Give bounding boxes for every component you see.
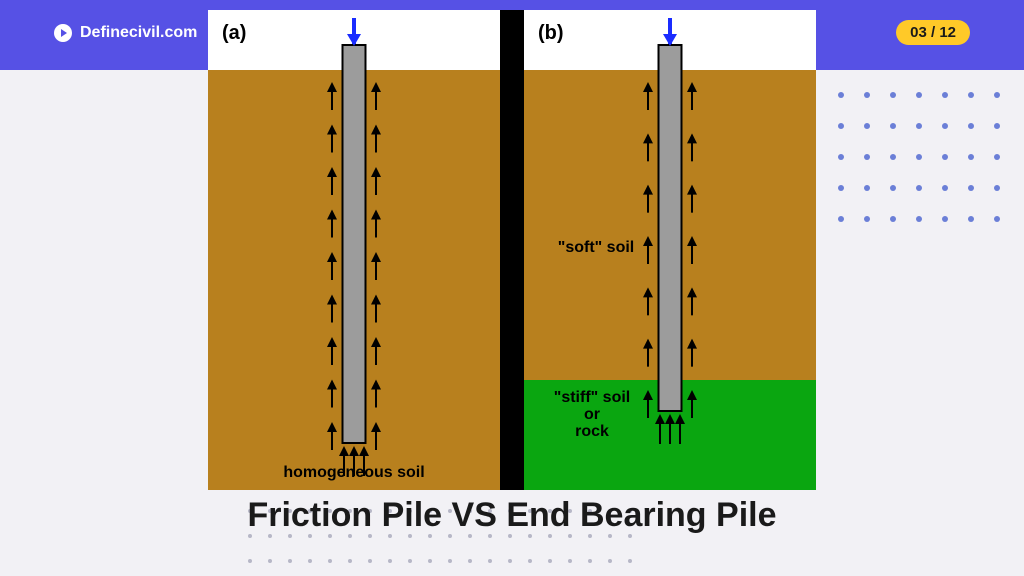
- page-counter-badge: 03 / 12: [896, 20, 970, 45]
- logo-text: Definecivil.com: [80, 24, 197, 42]
- pile-diagram: (a) homogeneous soil (b) "soft" soil "st…: [208, 10, 816, 490]
- decorative-dots-right: [828, 82, 1010, 237]
- arrows-a: [208, 10, 500, 490]
- counter-current: 03: [910, 24, 927, 41]
- diagram-title: Friction Pile VS End Bearing Pile: [0, 496, 1024, 535]
- arrows-b: [524, 10, 816, 490]
- panel-friction-pile: (a) homogeneous soil: [208, 10, 500, 490]
- site-logo: Definecivil.com: [54, 24, 197, 42]
- play-icon: [54, 24, 72, 42]
- panel-end-bearing-pile: (b) "soft" soil "stiff" soil or rock: [524, 10, 816, 490]
- counter-total: 12: [939, 24, 956, 41]
- counter-sep: /: [931, 24, 935, 41]
